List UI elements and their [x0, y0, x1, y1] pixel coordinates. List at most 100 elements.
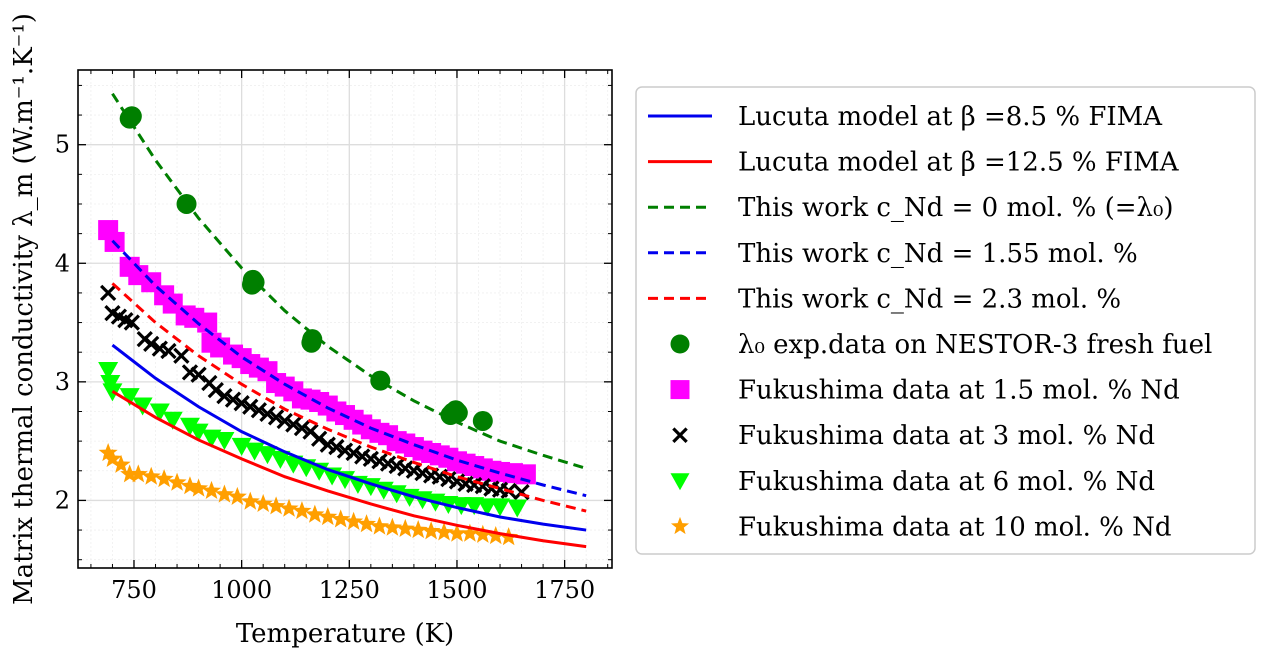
point-marker — [98, 442, 118, 462]
legend-label: Lucuta model at β =12.5 % FIMA — [738, 148, 1180, 178]
legend-label: This work c_Nd = 0 mol. % (=λ₀) — [738, 193, 1174, 223]
point-marker — [357, 514, 377, 533]
point-marker — [369, 516, 389, 535]
point-marker — [253, 493, 273, 513]
legend-entry: Fukushima data at 6 mol. % Nd — [670, 467, 1155, 497]
point-marker — [100, 284, 117, 302]
point-marker — [132, 397, 153, 416]
point-marker — [279, 498, 299, 517]
legend-label: Fukushima data at 3 mol. % Nd — [738, 421, 1155, 451]
point-marker — [173, 347, 190, 364]
legend-entry: Lucuta model at β =12.5 % FIMA — [648, 148, 1180, 178]
point-marker — [179, 417, 200, 436]
point-marker — [447, 402, 468, 423]
point-marker — [270, 450, 291, 469]
y-tick-label: 4 — [55, 249, 70, 277]
point-marker — [233, 395, 250, 412]
point-marker — [189, 478, 209, 497]
point-marker — [143, 335, 160, 353]
point-marker — [154, 469, 174, 488]
point-marker — [128, 464, 148, 483]
point-marker — [382, 517, 402, 536]
point-marker — [214, 484, 234, 503]
series-line-1 — [111, 390, 587, 549]
legend-label: This work c_Nd = 2.3 mol. % — [738, 284, 1121, 314]
point-marker — [473, 524, 493, 543]
point-marker — [201, 480, 222, 500]
point-marker — [207, 382, 224, 399]
point-marker — [214, 431, 235, 450]
point-marker — [421, 521, 441, 540]
point-marker — [672, 427, 688, 443]
point-marker — [102, 448, 122, 467]
point-marker — [311, 430, 328, 447]
x-tick-label: 750 — [111, 576, 157, 604]
point-marker — [188, 423, 209, 442]
point-marker — [120, 464, 140, 483]
point-marker — [149, 403, 170, 422]
legend-entry: This work c_Nd = 0 mol. % (=λ₀) — [648, 193, 1174, 223]
point-marker — [121, 106, 142, 127]
legend-entry: λ₀ exp.data on NESTOR-3 fresh fuel — [670, 330, 1212, 360]
legend-label: Lucuta model at β =8.5 % FIMA — [738, 102, 1163, 132]
point-marker — [167, 472, 187, 491]
point-marker — [451, 497, 472, 516]
point-marker — [344, 511, 364, 530]
point-marker — [331, 509, 351, 528]
legend-entry: This work c_Nd = 1.55 mol. % — [648, 239, 1138, 269]
point-marker — [670, 473, 690, 491]
x-tick-label: 1750 — [534, 576, 595, 604]
point-marker — [242, 398, 259, 415]
point-marker — [477, 498, 498, 517]
point-marker — [328, 438, 345, 456]
point-marker — [257, 446, 278, 465]
point-marker — [259, 405, 276, 422]
series-points-2 — [100, 284, 530, 501]
series-lines — [111, 92, 587, 549]
axis-ticks: 750 1000 1250 1500 1750 2 3 4 5 — [55, 70, 612, 604]
point-marker — [160, 342, 177, 360]
point-marker — [162, 411, 183, 430]
legend-entry: Fukushima data at 1.5 mol. % Nd — [670, 376, 1180, 406]
point-marker — [276, 412, 293, 430]
legend-label: This work c_Nd = 1.55 mol. % — [738, 239, 1138, 269]
legend-box — [635, 86, 1256, 555]
point-marker — [141, 466, 161, 485]
point-marker — [670, 380, 690, 400]
x-tick-label: 1000 — [211, 576, 272, 604]
point-marker — [434, 522, 454, 541]
legend: Lucuta model at β =8.5 % FIMA Lucuta mode… — [635, 86, 1256, 555]
point-marker — [111, 454, 131, 473]
x-tick-label: 1250 — [319, 576, 380, 604]
legend-label: λ₀ exp.data on NESTOR-3 fresh fuel — [738, 330, 1212, 360]
point-marker — [98, 361, 119, 380]
point-marker — [447, 523, 467, 542]
y-tick-label: 2 — [55, 486, 70, 514]
series-line-2 — [111, 92, 587, 470]
point-marker — [227, 486, 247, 505]
point-marker — [305, 504, 325, 523]
x-tick-label: 1500 — [426, 576, 487, 604]
point-marker — [293, 419, 311, 437]
plot-frame — [77, 69, 613, 569]
point-marker — [408, 520, 428, 539]
point-marker — [490, 498, 511, 517]
point-marker — [345, 444, 362, 462]
legend-entry: Lucuta model at β =8.5 % FIMA — [648, 102, 1163, 132]
point-marker — [197, 312, 218, 333]
series-line-4 — [111, 282, 587, 513]
point-marker — [302, 329, 323, 350]
point-marker — [285, 416, 302, 433]
point-marker — [216, 387, 233, 405]
point-marker — [123, 314, 140, 331]
point-marker — [370, 370, 391, 391]
legend-label: Fukushima data at 1.5 mol. % Nd — [738, 376, 1180, 406]
point-marker — [395, 518, 415, 537]
point-marker — [240, 491, 260, 510]
point-marker — [250, 402, 268, 419]
legend-entry: Fukushima data at 3 mol. % Nd — [672, 421, 1155, 451]
point-marker — [318, 507, 338, 526]
legend-entry: Fukushima data at 10 mol. % Nd — [670, 512, 1172, 542]
legend-label: Fukushima data at 6 mol. % Nd — [738, 467, 1155, 497]
